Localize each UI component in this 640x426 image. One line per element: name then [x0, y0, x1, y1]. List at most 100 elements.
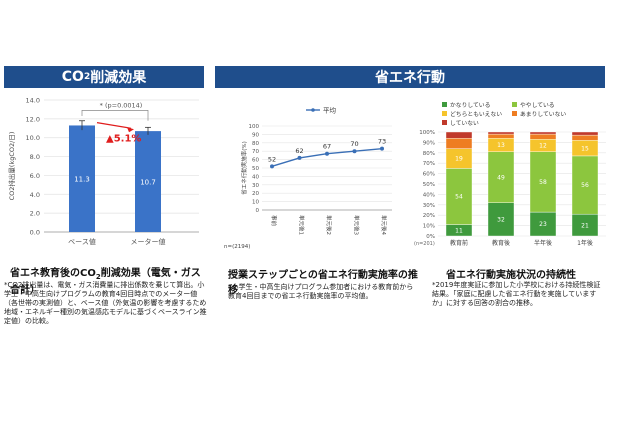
legend-swatch — [442, 120, 447, 125]
y-tick-label: 4.0 — [30, 191, 40, 199]
y-tick-label: 90% — [423, 140, 435, 146]
y-tick-label: 0.0 — [30, 229, 40, 237]
data-label: 70 — [350, 140, 358, 148]
bar-value-label: 10.7 — [140, 179, 156, 187]
y-tick-label: 70 — [252, 149, 259, 155]
stack-segment — [529, 133, 557, 140]
y-tick-label: 10 — [252, 200, 259, 206]
n-label: n=(2194) — [224, 244, 250, 250]
y-tick-label: 70% — [423, 161, 435, 167]
co2-caption-sub: 2 — [95, 273, 101, 281]
action-banner-title: 省エネ行動 — [375, 70, 445, 86]
legend-swatch — [512, 102, 517, 107]
segment-label: 13 — [497, 142, 505, 149]
data-point — [297, 155, 302, 160]
y-tick-label: 0% — [426, 234, 435, 240]
co2-caption-post: 削減効果（電気・ガス合計） — [10, 268, 201, 296]
action-caption-note: *小学生・中高生向けプログラム参加者における教育前から教育4回目までの省エネ行動… — [228, 283, 414, 300]
co2-banner-pre: CO — [61, 69, 84, 85]
bar — [69, 125, 95, 232]
data-point — [380, 146, 384, 151]
y-tick-label: 60 — [252, 158, 259, 164]
action-rate-line-chart: 0 10 20 30 40 50 60 70 80 90 100 省エネ行動実施率(%) 平均 52 事前 6… — [224, 106, 392, 250]
legend-swatch — [512, 111, 517, 116]
y-axis-label: 省エネ行動実施率(%) — [240, 141, 248, 195]
legend-label: あまりしていない — [520, 111, 566, 118]
stack-segment — [445, 168, 473, 225]
y-tick-label: 40 — [252, 174, 259, 180]
stack-segment — [445, 138, 473, 149]
stack-segment — [529, 151, 557, 213]
co2-banner: CO 2 削減効果 — [4, 66, 204, 88]
x-tick-label: 単元後2 — [325, 215, 333, 235]
co2-bar-chart: 0.0 2.0 4.0 6.0 8.0 10.0 12.0 14.0 CO2排出量(kgCO2/… — [7, 97, 199, 246]
stack-segment — [487, 133, 515, 139]
co2-caption-note: *CO2排出量は、電気・ガス消費量に排出係数を乗じて算出。小学生・中高生向けプロ… — [4, 281, 207, 325]
y-tick-label: 20% — [423, 213, 435, 219]
y-tick-label: 80 — [252, 141, 259, 147]
y-tick-label: 12.0 — [26, 115, 40, 123]
significance-label: * (p=0.0014) — [100, 101, 143, 109]
data-label: 67 — [323, 143, 331, 151]
x-tick-label: メーター値 — [131, 237, 166, 246]
data-label: 52 — [268, 155, 276, 163]
segment-label: 49 — [497, 174, 505, 181]
x-tick-label: 半年後 — [534, 239, 552, 247]
bar — [135, 131, 161, 232]
stack-segment — [571, 155, 599, 215]
action-caption-title: 授業ステップごとの省エネ行動実施率の推移 — [228, 270, 418, 296]
x-tick-label: 単元後4 — [380, 215, 388, 236]
legend-label: していない — [450, 120, 479, 127]
sustain-caption-title: 省エネ行動実施状況の持続性 — [446, 270, 576, 281]
data-point — [270, 164, 274, 169]
sustainability-stacked-chart: 0% 10% 20% 30% 40% 50% 60% 70% 80% 90% 100% かなりしている… — [414, 101, 606, 247]
y-tick-label: 0 — [256, 208, 260, 214]
y-tick-label: 50 — [252, 166, 259, 172]
y-tick-label: 2.0 — [30, 210, 40, 218]
co2-caption-title: 省エネ教育後のCO2削減効果（電気・ガス合計） — [10, 264, 210, 296]
segment-label: 12 — [539, 143, 547, 150]
y-tick-label: 80% — [423, 151, 435, 157]
legend-label: 平均 — [323, 106, 337, 115]
action-banner: 省エネ行動 — [215, 66, 605, 88]
legend-swatch — [442, 111, 447, 116]
bar-value-label: 11.3 — [74, 176, 90, 184]
y-tick-label: 30 — [252, 183, 259, 189]
stack-segment — [445, 131, 473, 139]
data-point — [325, 151, 329, 156]
segment-label: 56 — [581, 182, 589, 189]
sustain-caption-note: *2019年度実証に参加した小学校における持続性検証結果。「家庭に配慮した省エネ… — [432, 281, 601, 307]
y-tick-label: 40% — [423, 192, 435, 198]
data-point — [352, 149, 357, 154]
segment-label: 23 — [539, 221, 547, 228]
stack-segment — [571, 131, 599, 136]
legend-label: ややしている — [520, 101, 555, 109]
n-label: (n=201) — [414, 241, 435, 247]
y-tick-label: 50% — [423, 182, 435, 188]
segment-label: 58 — [539, 179, 547, 186]
y-tick-label: 10% — [423, 224, 435, 230]
stack-segment — [529, 131, 557, 135]
legend-swatch — [442, 102, 447, 107]
legend-marker — [311, 108, 315, 112]
y-tick-label: 30% — [423, 203, 435, 209]
x-tick-label: 単元後1 — [298, 215, 306, 235]
y-tick-label: 10.0 — [26, 134, 40, 142]
segment-label: 32 — [497, 217, 505, 224]
x-tick-label: 教育後 — [492, 239, 510, 247]
co2-banner-sub: 2 — [83, 72, 91, 82]
x-tick-label: ベース値 — [68, 237, 96, 246]
data-label: 62 — [295, 147, 303, 155]
segment-label: 54 — [455, 194, 463, 201]
segment-label: 15 — [581, 145, 589, 152]
y-tick-label: 8.0 — [30, 153, 40, 161]
legend-label: どちらともいえない — [450, 110, 502, 118]
data-label: 73 — [378, 138, 386, 146]
y-tick-label: 6.0 — [30, 172, 40, 180]
segment-label: 21 — [581, 222, 589, 229]
co2-banner-post: 削減効果 — [90, 70, 147, 86]
legend-label: かなりしている — [450, 102, 490, 109]
y-tick-label: 100% — [419, 130, 435, 136]
stack-segment — [487, 131, 515, 135]
y-tick-label: 90 — [252, 132, 259, 138]
